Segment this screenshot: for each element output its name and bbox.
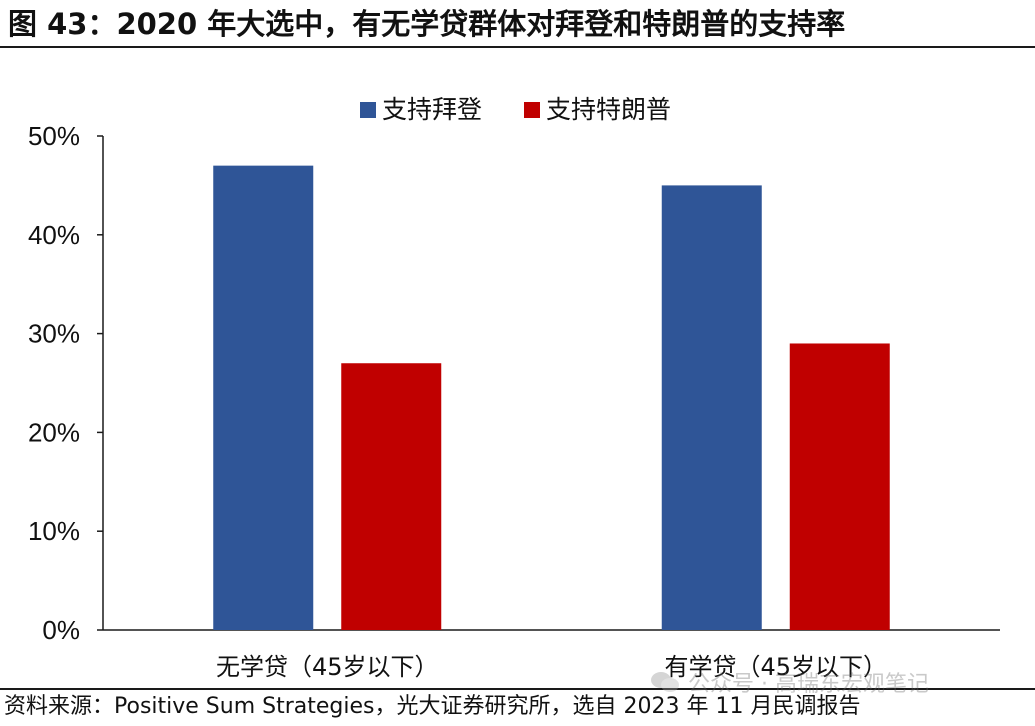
legend-label: 支持拜登 — [382, 95, 482, 124]
legend-swatch — [524, 102, 540, 118]
figure-title: 图 43：2020 年大选中，有无学贷群体对拜登和特朗普的支持率 — [8, 7, 846, 41]
y-tick-label: 30% — [28, 319, 80, 349]
bar-chart: 0% 10% 20% 30% 40% 50% 无学贷（45岁以下） 有学贷（45岁以下） 支… — [28, 95, 1000, 681]
y-tick-label: 10% — [28, 516, 80, 546]
legend-swatch — [360, 102, 376, 118]
bar-biden — [213, 165, 314, 630]
wechat-icon — [651, 672, 679, 692]
y-tick-label: 0% — [42, 615, 80, 645]
x-category-label: 无学贷（45岁以下） — [216, 653, 439, 681]
watermark-text: 公众号 · 高瑞东宏观笔记 — [688, 672, 929, 697]
bar-trump — [341, 363, 442, 630]
chart-legend: 支持拜登 支持特朗普 — [360, 95, 671, 124]
watermark: 公众号 · 高瑞东宏观笔记 — [650, 664, 929, 700]
y-tick-label: 40% — [28, 220, 80, 250]
source-note: 资料来源：Positive Sum Strategies，光大证券研究所，选自 … — [4, 694, 861, 719]
x-category-label: 有学贷（45岁以下） — [664, 653, 887, 681]
source-divider — [0, 688, 1035, 690]
y-tick-label: 50% — [28, 121, 80, 151]
bar-biden — [661, 185, 762, 630]
y-tick-label: 20% — [28, 417, 80, 447]
title-divider — [0, 46, 1035, 48]
chart-bars: 无学贷（45岁以下） 有学贷（45岁以下） — [213, 165, 890, 681]
bar-trump — [789, 343, 890, 630]
legend-label: 支持特朗普 — [546, 95, 671, 124]
